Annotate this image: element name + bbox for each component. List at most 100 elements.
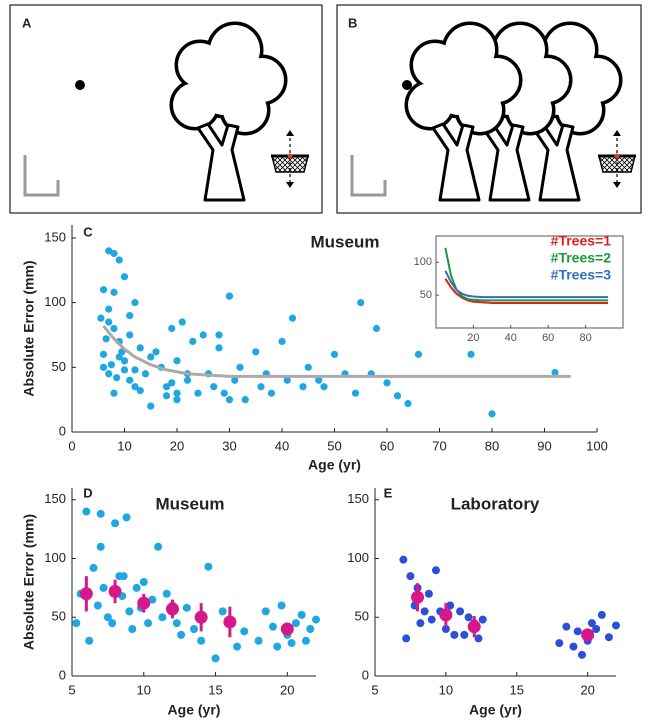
data-point [131, 366, 138, 373]
data-point [383, 379, 390, 386]
data-point [226, 396, 233, 403]
y-tick-label: 50 [420, 289, 432, 301]
x-tick-label: 20 [280, 682, 294, 697]
data-point [173, 357, 180, 364]
data-point [402, 634, 410, 642]
fit-curve [104, 326, 571, 376]
x-tick-label: 0 [68, 438, 75, 453]
mean-point [195, 611, 208, 624]
data-point [97, 315, 104, 322]
data-point [94, 602, 102, 610]
data-point [147, 353, 154, 360]
data-point [226, 293, 233, 300]
panel-label: C [83, 224, 93, 239]
panel-label: D [83, 485, 92, 500]
x-axis-label: Age (yr) [308, 457, 361, 473]
data-point [210, 383, 217, 390]
data-point [252, 348, 259, 355]
data-point [163, 392, 170, 399]
data-point [108, 361, 115, 368]
data-point [113, 374, 120, 381]
panel-label: E [384, 485, 393, 500]
data-point [292, 619, 300, 627]
figure: A B 0501001500102030405060708090100CMuse… [0, 0, 646, 720]
data-point [574, 627, 582, 635]
data-point [126, 312, 133, 319]
data-point [128, 625, 136, 633]
panel-b: B [337, 5, 641, 213]
data-point [100, 584, 108, 592]
data-point [212, 654, 220, 662]
legend-entry: #Trees=2 [551, 250, 612, 266]
x-tick-label: 40 [505, 332, 517, 344]
data-point [121, 366, 128, 373]
data-point [137, 387, 144, 394]
mean-point [581, 628, 594, 641]
x-tick-label: 10 [137, 682, 151, 697]
data-point [273, 643, 281, 651]
data-point [121, 273, 128, 280]
y-tick-label: 0 [59, 667, 66, 682]
data-point [125, 607, 133, 615]
data-point [123, 513, 131, 521]
mean-point [468, 620, 481, 633]
data-point [268, 390, 275, 397]
data-point [262, 607, 270, 615]
x-tick-label: 40 [275, 438, 289, 453]
data-point [204, 563, 212, 571]
data-point [100, 351, 107, 358]
x-tick-label: 5 [68, 682, 75, 697]
data-point [105, 305, 112, 312]
data-point [305, 364, 312, 371]
data-point [133, 584, 141, 592]
data-point [154, 543, 162, 551]
data-point [140, 578, 148, 586]
data-point [331, 351, 338, 358]
data-point [183, 604, 191, 612]
mean-point [281, 623, 294, 636]
data-point [189, 338, 196, 345]
data-point [278, 602, 286, 610]
y-tick-label: 0 [59, 423, 66, 438]
data-point [173, 396, 180, 403]
data-point [108, 619, 116, 627]
data-point [467, 351, 474, 358]
mean-point [166, 603, 179, 616]
data-point [415, 351, 422, 358]
data-point [242, 396, 249, 403]
data-point [158, 613, 166, 621]
data-point [255, 637, 263, 645]
chart-title: Laboratory [451, 494, 540, 513]
data-point [460, 631, 468, 639]
panel-label: A [22, 15, 32, 30]
data-point [116, 256, 123, 263]
x-tick-label: 60 [380, 438, 394, 453]
mean-point [411, 591, 424, 604]
data-point [605, 633, 613, 641]
data-point [416, 619, 424, 627]
data-point [110, 250, 117, 257]
data-point [302, 637, 310, 645]
y-tick-label: 150 [347, 491, 369, 506]
data-point [298, 611, 306, 619]
data-point [555, 639, 563, 647]
y-tick-label: 100 [44, 294, 66, 309]
data-point [399, 556, 407, 564]
x-tick-label: 20 [467, 332, 479, 344]
data-point [578, 651, 586, 659]
data-point [72, 619, 80, 627]
x-tick-label: 5 [371, 682, 378, 697]
panel-a: A [10, 5, 322, 213]
data-point [233, 643, 241, 651]
y-tick-label: 50 [52, 609, 66, 624]
data-point [357, 299, 364, 306]
data-point [197, 637, 205, 645]
data-point [562, 623, 570, 631]
data-point [179, 318, 186, 325]
data-point [288, 639, 296, 647]
mean-point [439, 608, 452, 621]
x-tick-label: 60 [542, 332, 554, 344]
ball [75, 80, 85, 90]
data-point [131, 299, 138, 306]
data-point [103, 335, 110, 342]
